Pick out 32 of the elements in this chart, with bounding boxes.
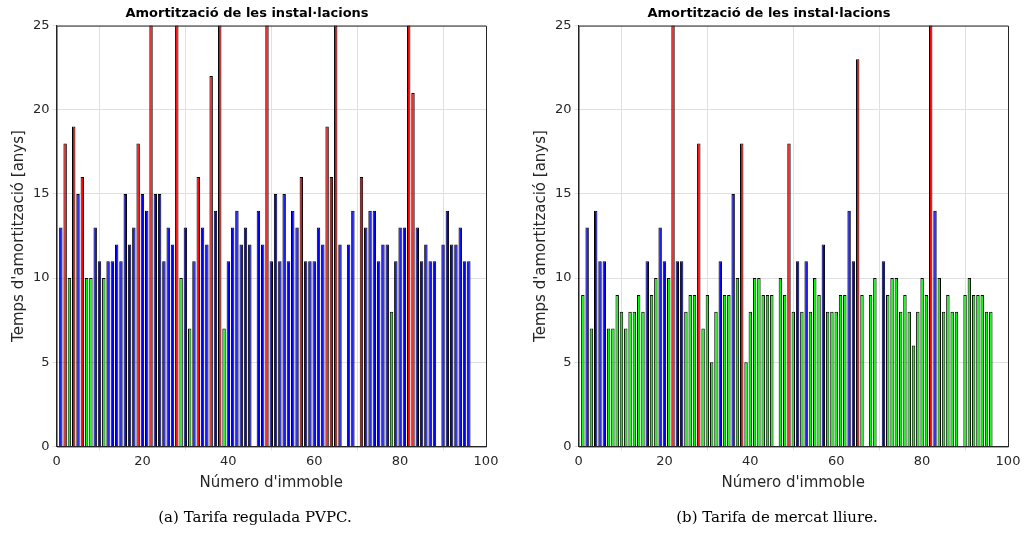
- x-axis-title: Número d'immoble: [199, 472, 344, 491]
- x-tick-label: 100: [473, 452, 499, 468]
- x-tick-label: 0: [574, 452, 583, 468]
- x-tick-label: 40: [220, 452, 237, 468]
- x-tick-label: 80: [391, 452, 409, 468]
- y-tick-label: 0: [563, 437, 572, 453]
- y-tick-label: 10: [555, 269, 572, 285]
- chart-title: Amortització de les instal·lacions: [647, 5, 891, 21]
- y-tick-label: 15: [33, 185, 50, 201]
- x-tick-label: 0: [52, 452, 61, 468]
- chart-title: Amortització de les instal·lacions: [125, 5, 369, 21]
- y-tick-label: 25: [33, 16, 50, 32]
- text: (a) Tarifa regulada PVPC.: [157, 508, 353, 526]
- y-tick-label: 20: [555, 101, 572, 117]
- x-tick-label: 20: [656, 452, 673, 468]
- y-tick-label: 5: [41, 353, 50, 369]
- y-tick-label: 25: [555, 16, 572, 32]
- y-axis-title: Temps d'amortització [anys]: [8, 130, 27, 343]
- x-axis-title: Número d'immoble: [721, 472, 866, 491]
- y-tick-label: 20: [33, 101, 50, 117]
- x-tick-label: 60: [305, 452, 323, 468]
- text: (b) Tarifa de mercat lliure.: [675, 508, 879, 526]
- y-tick-label: 10: [33, 269, 50, 285]
- x-tick-label: 20: [134, 452, 151, 468]
- x-tick-label: 60: [827, 452, 845, 468]
- x-tick-label: 100: [995, 452, 1021, 468]
- y-tick-label: 15: [555, 185, 572, 201]
- x-tick-label: 40: [742, 452, 759, 468]
- y-tick-label: 0: [41, 437, 50, 453]
- x-tick-label: 80: [913, 452, 931, 468]
- y-axis-title: Temps d'amortització [anys]: [530, 130, 549, 343]
- y-tick-label: 5: [563, 353, 572, 369]
